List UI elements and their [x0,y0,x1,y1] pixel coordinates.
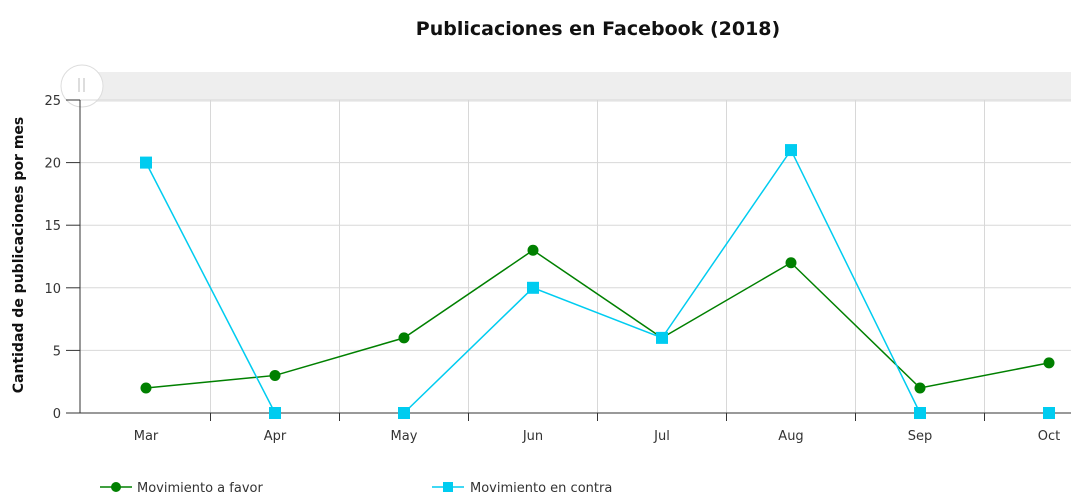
grid-layer [80,99,1071,413]
x-tick-label: Sep [908,429,933,444]
data-point[interactable] [140,156,152,169]
series-layer [140,144,1055,419]
data-point[interactable] [914,382,926,394]
x-tick-label: May [391,429,418,444]
data-point[interactable] [914,407,926,419]
series-favor [140,244,1055,394]
series-contra [140,144,1055,419]
legend-marker-contra [443,482,453,492]
x-tick-label: Mar [134,429,159,444]
legend-item-favor[interactable]: Movimiento a favor [100,481,263,496]
legend-marker-favor [111,482,121,492]
legend-item-contra[interactable]: Movimiento en contra [432,481,612,496]
y-tick-label: 5 [53,344,61,359]
data-point[interactable] [527,244,539,256]
x-tick-label: Jun [522,429,543,444]
series-line [145,162,276,414]
axis-layer: 0 5 10 15 20 25 Mar Apr May Jun Jul Aug Sep Oct [44,94,1071,444]
y-tick-label: 25 [44,94,61,109]
data-point[interactable] [1043,357,1055,369]
data-point[interactable] [527,281,539,294]
data-point[interactable] [398,332,410,344]
data-point[interactable] [785,144,797,157]
data-point[interactable] [398,407,410,419]
legend-label-contra: Movimiento en contra [470,481,612,496]
x-tick-label: Aug [778,429,803,444]
data-point[interactable] [656,331,668,344]
data-point[interactable] [140,382,152,394]
scrollbar-grip[interactable] [60,64,104,108]
data-point[interactable] [1043,407,1055,419]
legend: Movimiento a favor Movimiento en contra [100,481,612,496]
y-tick-label: 10 [44,282,61,297]
x-tick-label: Apr [264,429,287,444]
series-line [403,148,921,414]
legend-label-favor: Movimiento a favor [137,481,263,496]
chart-title: Publicaciones en Facebook (2018) [416,18,780,40]
data-point[interactable] [269,369,281,381]
x-tick-label: Oct [1038,429,1060,444]
y-tick-label: 0 [53,407,61,422]
series-line [145,249,1050,389]
zoom-scrollbar[interactable] [60,64,1071,108]
y-axis-label: Cantidad de publicaciones por mes [11,117,27,394]
y-tick-label: 20 [44,157,61,172]
y-tick-label: 15 [44,219,61,234]
data-point[interactable] [269,407,281,419]
scrollbar-track[interactable] [80,72,1071,102]
data-point[interactable] [785,257,797,269]
x-tick-label: Jul [653,429,670,444]
